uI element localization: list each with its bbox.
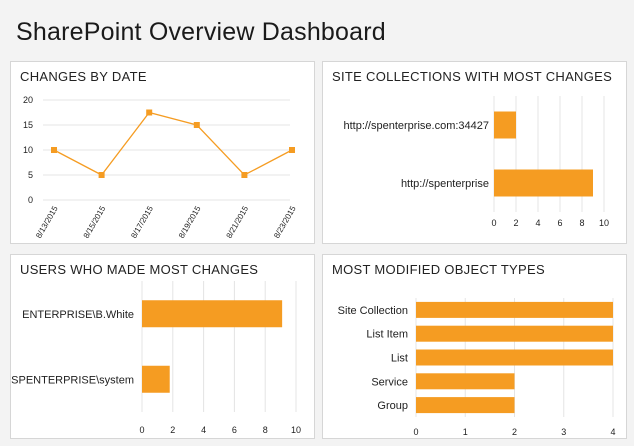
x-tick-label: 4 <box>535 218 540 228</box>
bar <box>494 169 593 197</box>
y-tick-label: 10 <box>23 145 33 155</box>
data-point <box>51 147 57 153</box>
x-tick-label: 0 <box>413 427 418 437</box>
y-tick-label: 15 <box>23 120 33 130</box>
series-line <box>53 111 293 176</box>
x-tick-label: 4 <box>201 425 206 435</box>
changes-by-date-chart: 0 5 10 15 20 8/13/2015 8/15/2015 8/17/2015 8/19/… <box>23 95 298 240</box>
site-collections-title: SITE COLLECTIONS WITH MOST CHANGES <box>332 69 613 84</box>
data-point <box>241 172 248 178</box>
bar <box>416 349 613 366</box>
x-tick-label: 6 <box>557 218 562 228</box>
x-tick-label: 8/13/2015 <box>34 204 60 240</box>
x-tick-label: 4 <box>610 427 615 437</box>
data-point <box>146 109 153 116</box>
y-tick-label: 5 <box>28 170 33 180</box>
object-types-title: MOST MODIFIED OBJECT TYPES <box>332 262 545 277</box>
x-tick-label: 2 <box>513 218 518 228</box>
category-label: Site Collection <box>338 305 408 317</box>
site-collections-panel: SITE COLLECTIONS WITH MOST CHANGES 0 2 4 6 8… <box>322 61 627 244</box>
category-label: http://spenterprise <box>401 178 489 190</box>
users-panel: USERS WHO MADE MOST CHANGES 0 2 4 6 8 10 ENTER… <box>10 254 315 439</box>
x-tick-label: 0 <box>139 425 144 435</box>
x-tick-label: 1 <box>463 427 468 437</box>
bar <box>416 301 613 318</box>
x-tick-label: 8/15/2015 <box>82 204 108 240</box>
category-label: Service <box>371 376 408 388</box>
x-tick-label: 6 <box>232 425 237 435</box>
bar <box>416 325 613 342</box>
users-title: USERS WHO MADE MOST CHANGES <box>20 262 259 277</box>
bar <box>416 373 515 390</box>
x-tick-label: 2 <box>170 425 175 435</box>
users-chart: 0 2 4 6 8 10 ENTERPRISE\B.White SPENTERPRISE\sy… <box>11 281 301 435</box>
x-tick-label: 10 <box>291 425 301 435</box>
x-tick-label: 8/23/2015 <box>272 204 298 240</box>
x-tick-label: 10 <box>599 218 609 228</box>
x-tick-label: 8 <box>579 218 584 228</box>
category-label: http://spenterprise.com:34427 <box>343 120 489 132</box>
y-tick-label: 20 <box>23 95 33 105</box>
x-tick-label: 8/19/2015 <box>177 204 203 240</box>
y-tick-label: 0 <box>28 195 33 205</box>
data-point <box>289 147 295 153</box>
category-label: SPENTERPRISE\system <box>11 374 134 386</box>
x-tick-label: 8/21/2015 <box>225 204 251 240</box>
data-point <box>193 122 200 128</box>
category-label: List <box>391 353 408 365</box>
category-label: List Item <box>366 329 408 341</box>
object-types-chart: 0 1 2 3 4 Site Collection List Item List Service… <box>338 298 616 437</box>
x-tick-label: 8 <box>263 425 268 435</box>
x-tick-label: 0 <box>491 218 496 228</box>
category-label: ENTERPRISE\B.White <box>22 309 134 321</box>
site-collections-chart: 0 2 4 6 8 10 http://spenterprise.com:34427 http… <box>343 96 609 228</box>
x-tick-label: 2 <box>512 427 517 437</box>
page-title: SharePoint Overview Dashboard <box>16 18 386 46</box>
x-tick-label: 8/17/2015 <box>129 204 155 240</box>
changes-by-date-panel: CHANGES BY DATE 0 5 10 15 20 8/13/2015 8/15/20… <box>10 61 315 244</box>
bar <box>494 111 516 139</box>
bar <box>142 300 283 328</box>
x-tick-label: 3 <box>561 427 566 437</box>
category-label: Group <box>377 400 408 412</box>
bar <box>142 365 170 393</box>
object-types-panel: MOST MODIFIED OBJECT TYPES 0 1 2 3 4 Site Col… <box>322 254 627 439</box>
bar <box>416 397 515 414</box>
changes-by-date-title: CHANGES BY DATE <box>20 69 147 84</box>
data-point <box>98 172 105 178</box>
